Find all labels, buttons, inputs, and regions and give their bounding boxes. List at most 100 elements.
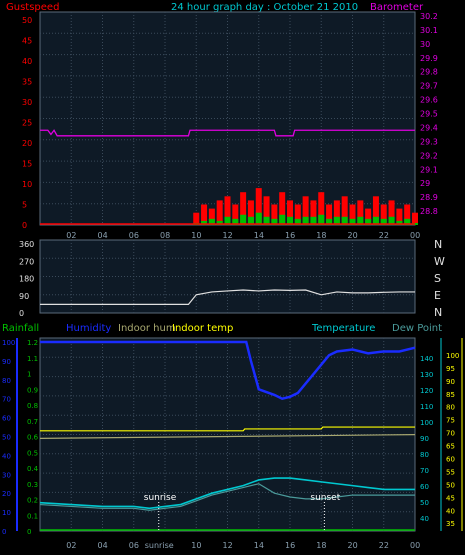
dir-tick-label: 0: [19, 309, 24, 318]
wind-bar: [208, 218, 215, 225]
wind-bar: [396, 220, 403, 225]
wind-bar: [388, 216, 395, 225]
rain-tick-label: 0: [27, 528, 31, 536]
wind-bar: [271, 218, 278, 225]
x-tick-label-bottom: 16: [285, 541, 295, 550]
wind-bar: [380, 218, 387, 225]
rain-tick-label: 0.2: [27, 497, 38, 505]
gust-bar: [380, 204, 387, 225]
rain-tick-label: 1.2: [27, 339, 38, 347]
series-indoor-temp: [40, 426, 415, 432]
gust-bar: [396, 208, 403, 225]
temp-tick-label: 80: [420, 451, 429, 459]
x-tick-label: 10: [191, 231, 201, 240]
humidity-tick-label: 50: [2, 434, 11, 442]
x-tick-label: 14: [254, 231, 264, 240]
dir-tick-label: 270: [19, 257, 34, 266]
wind-bar: [279, 214, 286, 225]
rain-tick-label: 1: [27, 371, 31, 379]
temp-tick-label: 100: [420, 419, 433, 427]
indoor-temp-tick-label: 95: [446, 365, 455, 373]
wind-bar: [310, 216, 317, 225]
sunrise-x-label: sunrise: [145, 541, 174, 550]
temp-tick-label: 130: [420, 371, 433, 379]
indoor-temp-tick-label: 60: [446, 456, 455, 464]
gust-tick-label: 30: [22, 98, 32, 107]
legend-temperature: Temperature: [311, 323, 375, 334]
x-tick-label-bottom: 06: [129, 541, 139, 550]
baro-tick-label: 28.8: [420, 207, 438, 216]
baro-tick-label: 29.8: [420, 68, 438, 77]
wind-grid: [40, 12, 415, 225]
x-tick-label-bottom: 22: [379, 541, 389, 550]
baro-tick-label: 29.9: [420, 54, 438, 63]
x-tick-label: 00: [410, 231, 420, 240]
wind-bar: [224, 216, 231, 225]
series-indoor-hum: [39, 434, 416, 439]
wind-bar: [255, 212, 262, 225]
baro-tick-label: 30.2: [420, 12, 438, 21]
temp-tick-label: 70: [420, 467, 429, 475]
humidity-tick-label: 100: [2, 339, 15, 347]
dir-tick-label: 360: [19, 240, 34, 249]
temp-marks: [39, 340, 416, 531]
humidity-tick-label: 0: [2, 528, 6, 536]
temp-tick-label: 120: [420, 387, 433, 395]
compass-label: W: [434, 255, 445, 268]
gust-bar: [193, 212, 200, 225]
gust-bar: [318, 192, 325, 225]
wind-direction-line: [40, 289, 415, 305]
gust-bar: [341, 196, 348, 225]
wind-bar: [201, 220, 208, 225]
gust-bar: [201, 204, 208, 225]
indoor-temp-tick-label: 100: [446, 352, 459, 360]
gust-axis-title: Gustspeed: [6, 2, 59, 13]
gust-bar: [208, 208, 215, 225]
gust-tick-label: 45: [22, 37, 32, 46]
compass-label: E: [434, 289, 441, 302]
rain-tick-label: 0.4: [27, 465, 39, 473]
x-tick-label-bottom: 10: [191, 541, 201, 550]
sunrise-label: sunrise: [144, 493, 177, 503]
temp-grid: [40, 338, 415, 531]
wind-bar: [294, 218, 301, 225]
gust-bar: [388, 200, 395, 225]
x-tick-label-bottom: 04: [98, 541, 108, 550]
wind-bar: [287, 216, 293, 225]
temp-tick-label: 110: [420, 403, 433, 411]
gust-bar: [271, 204, 278, 225]
humidity-tick-label: 90: [2, 358, 11, 366]
wind-bar: [372, 216, 379, 225]
gust-bar: [255, 188, 262, 225]
indoor-temp-tick-label: 55: [446, 468, 455, 476]
rain-tick-label: 0.9: [27, 386, 38, 394]
wind-bar: [302, 216, 309, 225]
rain-tick-label: 1.1: [27, 355, 38, 363]
baro-tick-label: 29.5: [420, 110, 438, 119]
baro-tick-label: 30: [420, 40, 430, 49]
compass-label: S: [434, 272, 441, 285]
gust-bar: [247, 200, 254, 225]
legend-indoor-hum: Indoor hum: [118, 323, 176, 334]
series-temperature: [39, 477, 415, 510]
wind-bar: [240, 214, 247, 225]
indoor-temp-tick-label: 35: [446, 520, 455, 528]
compass-label: N: [434, 306, 442, 319]
x-tick-label-bottom: 20: [348, 541, 358, 550]
x-tick-label: 20: [348, 231, 358, 240]
baro-tick-label: 29: [420, 179, 430, 188]
gust-bar: [326, 204, 333, 225]
x-tick-label: 16: [285, 231, 295, 240]
x-tick-label-bottom: 14: [254, 541, 264, 550]
gust-bar: [404, 204, 411, 225]
baro-tick-label: 28.9: [420, 193, 438, 202]
gust-bar: [294, 204, 301, 225]
baro-tick-label: 29.2: [420, 151, 438, 160]
rain-tick-label: 0.7: [27, 418, 38, 426]
gust-tick-label: 15: [22, 160, 32, 169]
dir-tick-label: 90: [19, 292, 29, 301]
x-tick-label: 12: [223, 231, 233, 240]
wind-bar: [333, 216, 340, 225]
rain-tick-label: 0.6: [27, 434, 39, 442]
